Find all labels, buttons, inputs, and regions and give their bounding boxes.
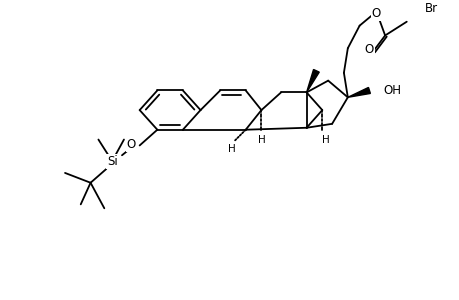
Text: H: H (228, 144, 235, 154)
Text: Br: Br (424, 2, 437, 15)
Text: H: H (257, 134, 265, 145)
Polygon shape (306, 70, 319, 92)
Text: OH: OH (382, 84, 400, 97)
Text: O: O (364, 43, 373, 56)
Text: Si: Si (106, 154, 118, 168)
Polygon shape (347, 88, 369, 97)
Text: H: H (322, 134, 330, 145)
Text: O: O (126, 138, 135, 151)
Text: O: O (371, 8, 380, 20)
